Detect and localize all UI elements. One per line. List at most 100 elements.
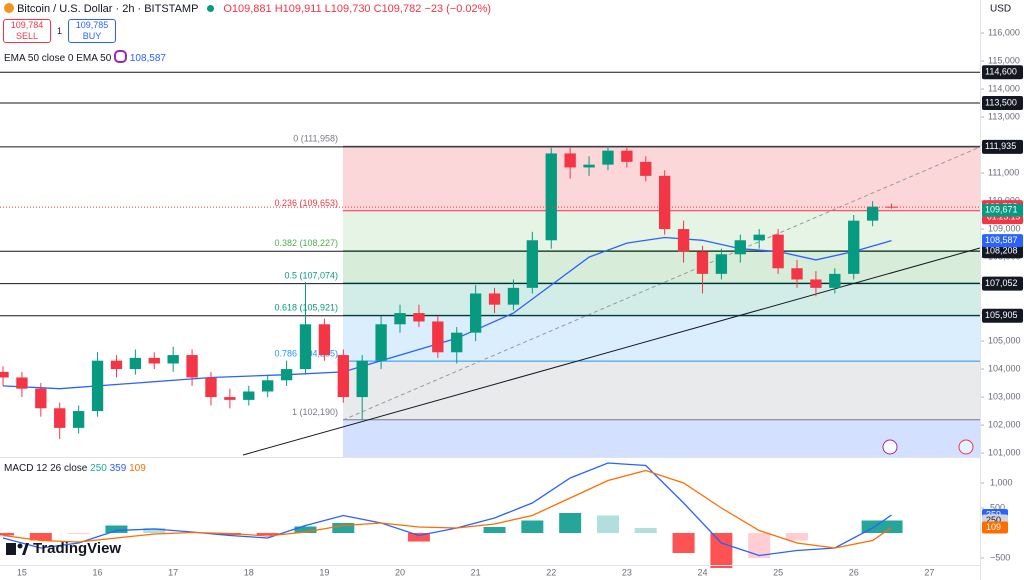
y-tick-label: 114,000 (988, 83, 1020, 93)
currency: USD (990, 4, 1011, 15)
flag-icon[interactable] (958, 439, 974, 455)
macd-histogram-bar (483, 527, 506, 533)
indicator-value: 108,587 (129, 53, 166, 64)
macd-histogram-bar (748, 533, 771, 558)
price-tag-label: 108,587 (985, 235, 1018, 245)
candle-body (224, 397, 236, 400)
price-pane: 0 (111,958) 0.236 (109,653) 0.382 (108,227… (274, 27, 1020, 457)
macd-tag (982, 521, 1008, 534)
level-tag-label: 114,600 (985, 67, 1017, 77)
signal-line (2, 469, 892, 549)
fib-label: 0 (111,958) (293, 134, 338, 144)
sell-button[interactable]: 109,784 SELL (3, 19, 51, 43)
level-tag-label: 107,052 (985, 278, 1018, 288)
buy-button[interactable]: 109,785 BUY (68, 19, 116, 43)
candle-body (545, 153, 557, 241)
logo-mark (6, 543, 16, 555)
logo-mark (17, 543, 23, 549)
candle-body (356, 360, 368, 398)
ohlc-close: C109,782 (373, 3, 422, 15)
candle-body (54, 408, 66, 428)
ohlc-open: O109,881 (223, 3, 272, 15)
candle-body (640, 161, 652, 176)
fib-zone (343, 282, 980, 316)
y-tick-label: 115,000 (988, 55, 1020, 65)
x-tick-label: 15 (17, 567, 27, 577)
event-icon[interactable] (882, 439, 898, 455)
fib-label: 1 (102,190) (292, 407, 338, 417)
candle-body (507, 287, 520, 305)
price-tag (982, 234, 1023, 248)
fib-label: 0.618 (105,921) (274, 303, 338, 313)
candle-body (205, 377, 217, 398)
buy-price: 109,785 (75, 20, 109, 30)
fib-zone (343, 419, 980, 457)
candle-body (432, 321, 444, 353)
marks: 15 16 17 18 19 20 21 22 23 24 25 26 27 114,600 113,500… (0, 65, 1023, 577)
symbol-bar: Bitcoin / U.S. Dollar · 2h · BITSTAMP O1… (4, 3, 491, 15)
macd-histogram-bar (332, 523, 355, 533)
logo: TradingView (6, 540, 121, 557)
fib-zone (343, 250, 980, 283)
candle-body (262, 380, 274, 392)
x-tick-label: 19 (319, 567, 329, 577)
candle-body (413, 313, 425, 322)
candle-body (394, 313, 406, 325)
candle-body (35, 388, 47, 409)
x-tick-label: 22 (546, 567, 556, 577)
y-tick-label: 105,000 (988, 335, 1021, 345)
coin-icon (4, 3, 14, 13)
y-tick-label: 116,000 (988, 27, 1020, 37)
fib-label: 0.5 (107,074) (284, 270, 338, 280)
candle-body (866, 206, 879, 221)
macd-histogram-bar (710, 533, 733, 568)
macd-histogram-bar (559, 513, 582, 533)
ohlc-change: −23 (−0.02%) (424, 3, 492, 15)
candle-body (243, 391, 255, 400)
macd-histogram-bar (294, 526, 317, 533)
level-tag (982, 308, 1023, 323)
level-tag (982, 244, 1023, 259)
candle-body (72, 411, 85, 428)
macd-histogram-bar (880, 520, 903, 533)
candle-body (16, 377, 28, 389)
candle-body (602, 150, 614, 165)
sell-label: SELL (15, 31, 39, 41)
macd-histogram-bar (0, 533, 15, 536)
trend-line (242, 247, 981, 456)
candle-body (810, 279, 822, 288)
candle-body (110, 360, 123, 370)
level-tag-label: 105,905 (985, 310, 1018, 320)
macd-histogram-bar (634, 528, 657, 533)
candle-body (564, 153, 576, 168)
level-tag (982, 139, 1023, 154)
candle-body (583, 164, 595, 168)
y-tick-label: 103,000 (988, 391, 1021, 401)
logo-mark (22, 543, 29, 555)
y-tick-label: 104,000 (988, 363, 1021, 373)
y-tick-label: 111,000 (988, 167, 1019, 177)
level-tag-label: 108,208 (985, 246, 1018, 256)
candle-body (318, 324, 331, 356)
candle-body (621, 150, 633, 162)
macd-histogram-bar (256, 533, 279, 535)
x-tick-label: 25 (773, 567, 783, 577)
x-tick-label: 21 (471, 567, 481, 577)
candle-body (753, 234, 765, 241)
x-tick-label: 16 (93, 567, 103, 577)
macd-histogram-bar (29, 533, 52, 541)
y-tick-label: 102,000 (988, 419, 1021, 429)
candle-body (829, 273, 841, 288)
candle-body (772, 234, 784, 269)
level-tag (982, 65, 1023, 80)
x-tick-label: 26 (849, 567, 859, 577)
symbol: Bitcoin / U.S. Dollar · 2h · BITSTAMP (17, 3, 199, 15)
x-tick-label: 23 (622, 567, 632, 577)
ohlc-high: H109,911 (274, 3, 322, 15)
sell-price: 109,784 (10, 20, 44, 30)
macd-y-tick-label: 500 (990, 502, 1005, 512)
x-tick-label: 20 (395, 567, 405, 577)
macd-tag-label: 109 (986, 522, 1001, 532)
